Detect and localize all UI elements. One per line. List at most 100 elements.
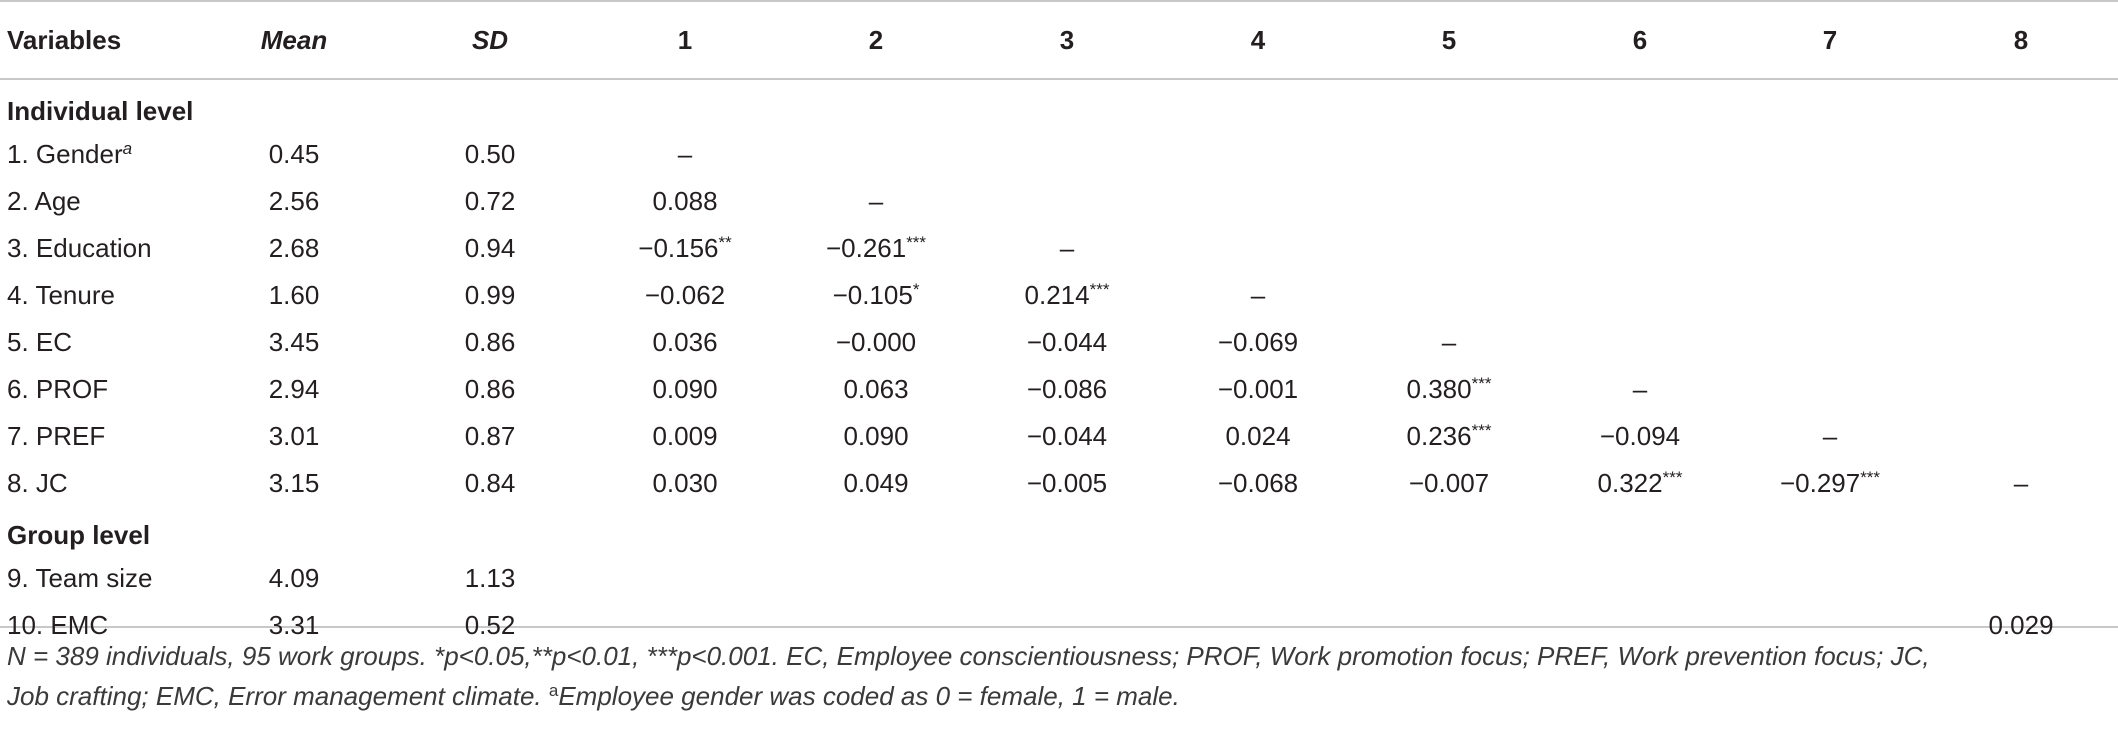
table-cell-c4: 0.024	[1225, 421, 1291, 451]
table-footnote: N = 389 individuals, 95 work groups. *p<…	[7, 636, 2107, 716]
row-label-text: 7. PREF	[7, 421, 106, 451]
table-cell-c2: 0.049	[843, 468, 909, 498]
table-cell-c3: −0.044	[1026, 327, 1108, 357]
row-label: 8. JC	[7, 460, 68, 507]
row-label: 6. PROF	[7, 366, 108, 413]
footnote-marker-a: a	[548, 681, 559, 700]
table-cell-c7: –	[1822, 421, 1838, 451]
table-cell-c2: 0.063	[843, 374, 909, 404]
table-cell-c8: –	[2013, 468, 2029, 498]
table-cell-sd: 0.72	[464, 186, 516, 216]
table-cell-sd: 0.84	[464, 468, 516, 498]
table-cell-mean: 0.45	[268, 139, 320, 169]
table-cell-c1: −0.156**	[638, 233, 732, 263]
table-cell-c3: 0.214***	[1024, 280, 1110, 310]
table-cell-mean: 2.56	[268, 186, 320, 216]
header-col-4: 4	[1250, 25, 1266, 55]
table-cell-sd: 0.50	[464, 139, 516, 169]
table-cell-c8: 0.029	[1988, 610, 2054, 640]
row-label-text: 5. EC	[7, 327, 73, 357]
row-label: 7. PREF	[7, 413, 105, 460]
row-label-text: 4. Tenure	[7, 280, 115, 310]
footnote-line-1: N = 389 individuals, 95 work groups. *p<…	[7, 641, 1930, 671]
row-label-text: 1. Gender	[7, 139, 123, 169]
significance-stars: ***	[1089, 280, 1110, 299]
row-label-superscript: a	[122, 139, 133, 158]
header-sd: SD	[471, 25, 509, 55]
table-cell-c2: –	[868, 186, 884, 216]
table-cell-c1: 0.009	[652, 421, 718, 451]
table-cell-sd: 0.94	[464, 233, 516, 263]
row-label-text: 9. Team size	[7, 563, 153, 593]
table-cell-c2: −0.105*	[832, 280, 920, 310]
table-cell-sd: 0.52	[464, 610, 516, 640]
row-label-text: 3. Education	[7, 233, 152, 263]
row-label: 2. Age	[7, 178, 81, 225]
row-label: 10. EMC	[7, 602, 108, 649]
table-cell-sd: 0.87	[464, 421, 516, 451]
table-cell-c6: −0.094	[1599, 421, 1681, 451]
table-cell-c4: –	[1250, 280, 1266, 310]
table-cell-c1: −0.062	[644, 280, 726, 310]
row-label: 4. Tenure	[7, 272, 115, 319]
header-col-3: 3	[1059, 25, 1075, 55]
significance-stars: ***	[1662, 468, 1683, 487]
footnote-line-2-gender: Employee gender was coded as 0 = female,…	[558, 681, 1180, 711]
row-label: 3. Education	[7, 225, 152, 272]
row-label: 9. Team size	[7, 555, 152, 602]
table-cell-mean: 2.68	[268, 233, 320, 263]
header-col-1: 1	[677, 25, 693, 55]
significance-stars: *	[912, 280, 920, 299]
significance-stars: ***	[1471, 374, 1492, 393]
table-header-rule	[0, 78, 2118, 80]
row-label-text: 2. Age	[7, 186, 81, 216]
header-mean: Mean	[260, 25, 328, 55]
table-cell-c4: −0.069	[1217, 327, 1299, 357]
footnote-line-2: Job crafting; EMC, Error management clim…	[7, 676, 2107, 716]
table-cell-sd: 0.86	[464, 374, 516, 404]
table-cell-c3: –	[1059, 233, 1075, 263]
table-cell-c1: 0.090	[652, 374, 718, 404]
table-cell-c5: 0.380***	[1406, 374, 1492, 404]
table-cell-sd: 0.99	[464, 280, 516, 310]
table-cell-c4: −0.001	[1217, 374, 1299, 404]
table-cell-c5: −0.007	[1408, 468, 1490, 498]
table-cell-sd: 1.13	[464, 563, 516, 593]
table-cell-mean: 2.94	[268, 374, 320, 404]
row-label-text: 10. EMC	[7, 610, 109, 640]
table-cell-c6: –	[1632, 374, 1648, 404]
table-cell-c3: −0.086	[1026, 374, 1108, 404]
table-cell-c1: –	[677, 139, 693, 169]
table-cell-mean: 3.15	[268, 468, 320, 498]
section-group-level: Group level	[7, 520, 151, 550]
table-cell-c7: −0.297***	[1779, 468, 1881, 498]
table-cell-c3: −0.005	[1026, 468, 1108, 498]
header-col-8: 8	[2013, 25, 2029, 55]
footnote-line-2-text: Job crafting; EMC, Error management clim…	[7, 681, 549, 711]
row-label-text: 6. PROF	[7, 374, 109, 404]
table-cell-c1: 0.088	[652, 186, 718, 216]
table-cell-c2: −0.000	[835, 327, 917, 357]
table-cell-c1: 0.030	[652, 468, 718, 498]
table-cell-c2: 0.090	[843, 421, 909, 451]
row-label: 5. EC	[7, 319, 72, 366]
header-col-2: 2	[868, 25, 884, 55]
row-label: 1. Gendera	[7, 131, 132, 178]
table-cell-mean: 3.01	[268, 421, 320, 451]
table-cell-mean: 1.60	[268, 280, 320, 310]
significance-stars: ***	[1860, 468, 1881, 487]
table-cell-c1: 0.036	[652, 327, 718, 357]
significance-stars: ***	[906, 233, 927, 252]
table-cell-c3: −0.044	[1026, 421, 1108, 451]
header-col-5: 5	[1441, 25, 1457, 55]
table-cell-c2: −0.261***	[825, 233, 927, 263]
table-cell-c6: 0.322***	[1597, 468, 1683, 498]
table-cell-c5: 0.236***	[1406, 421, 1492, 451]
table-cell-sd: 0.86	[464, 327, 516, 357]
table-cell-mean: 4.09	[268, 563, 320, 593]
section-individual-level: Individual level	[7, 96, 194, 126]
header-col-6: 6	[1632, 25, 1648, 55]
table-top-rule	[0, 0, 2118, 2]
row-label-text: 8. JC	[7, 468, 68, 498]
